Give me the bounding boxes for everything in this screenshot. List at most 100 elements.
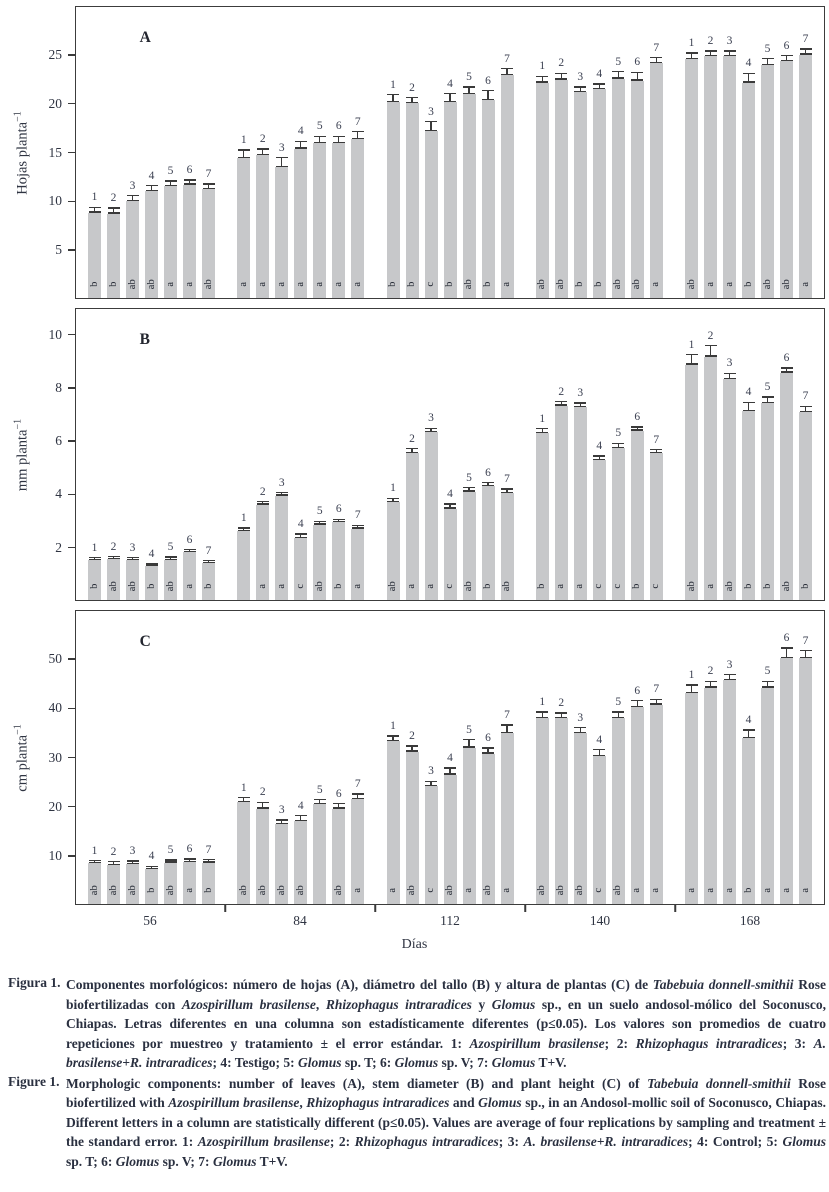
error-bar-cap-bottom [501, 491, 513, 493]
error-bar-cap-top [406, 447, 418, 450]
bar-treatment-2 [554, 405, 568, 600]
error-bar-cap-top [313, 798, 326, 800]
treatment-number: 4 [596, 68, 603, 81]
caption-segment: ; 4: Testigo; 5: [212, 1055, 298, 1070]
bar-slot: 5 ab [611, 7, 625, 298]
caption-species-name: Glomus [478, 1095, 522, 1110]
treatment-number: 5 [316, 505, 323, 518]
bar-treatment-1 [88, 560, 101, 600]
error-bar [243, 798, 245, 803]
error-bar-cap-bottom [612, 446, 625, 448]
significance-letter: ab [631, 278, 642, 289]
error-bar-cap-top [555, 72, 568, 74]
error-bar [468, 87, 470, 95]
treatment-number: 3 [726, 35, 733, 48]
bar-slot: 3 ab [275, 611, 289, 904]
significance-letter: ab [780, 580, 792, 591]
error-bar-cap-bottom [761, 686, 774, 688]
bar-treatment-4 [294, 148, 308, 298]
bar-treatment-3 [573, 733, 587, 904]
bar-treatment-2 [554, 718, 568, 904]
y-axis-A: Hojas planta−1 5 10 15 20 25 [0, 6, 75, 299]
error-bar-cap-top [202, 559, 215, 562]
y-axis-title-exponent: −1 [12, 110, 24, 122]
bar-slot: 5 ab [462, 7, 476, 298]
bar-treatment-2 [256, 504, 270, 600]
error-bar-cap-top [202, 858, 215, 861]
significance-letter: b [202, 887, 214, 893]
caption-segment: sp. T; 6: [66, 1153, 116, 1169]
y-tick-label: 30 [48, 749, 63, 765]
error-bar-cap-bottom [444, 507, 456, 509]
error-bar-cap-top [685, 354, 698, 356]
bar-treatment-7 [649, 704, 663, 904]
error-bar [112, 208, 115, 214]
error-bar [487, 748, 489, 754]
error-bar [709, 51, 712, 57]
bar-slot: 7 ab [202, 7, 215, 298]
treatment-number: 3 [577, 387, 584, 400]
caption-segment: Componentes morfológicos: número de hoja… [66, 977, 653, 992]
significance-letter: a [332, 281, 344, 287]
significance-letter: a [275, 583, 287, 589]
error-bar [93, 207, 96, 213]
caption-species-name: Glomus [212, 1153, 257, 1169]
treatment-number: 7 [504, 473, 510, 486]
significance-letter: c [424, 887, 436, 893]
significance-letter: ab [612, 278, 623, 289]
error-bar-cap-top [256, 500, 269, 503]
bar-treatment-6 [780, 61, 793, 298]
significance-letter: ab [164, 580, 176, 591]
significance-letter: ab [723, 580, 735, 591]
significance-letter: b [481, 583, 493, 589]
error-bar-cap-bottom [406, 750, 418, 752]
error-bar [449, 504, 451, 509]
error-bar-cap-top [183, 179, 196, 181]
significance-letter: ab [761, 278, 773, 289]
error-bar-cap-bottom [351, 137, 364, 139]
bar-treatment-3 [424, 432, 438, 600]
y-axis-B: mm planta−1 2 4 6 8 10 [0, 308, 75, 601]
caption-species-name: Rhizophagus intraradices [306, 1095, 450, 1110]
significance-letter: ab [294, 884, 306, 895]
error-bar-cap-bottom [202, 188, 215, 190]
error-bar-cap-top [313, 135, 326, 137]
caption-species-name: Glomus [491, 1055, 536, 1070]
error-bar-cap-top [444, 503, 456, 505]
error-bar-cap-bottom [351, 527, 364, 529]
bar-treatment-2 [107, 864, 120, 904]
bar-treatment-7 [351, 138, 365, 298]
significance-letter: ab [685, 580, 697, 591]
error-bar-cap-bottom [685, 58, 698, 60]
significance-letter: a [799, 281, 811, 287]
significance-letter: a [405, 583, 417, 589]
bar-treatment-6 [332, 521, 346, 600]
bar-treatment-3 [723, 56, 736, 298]
treatment-number: 4 [148, 547, 155, 560]
treatment-number: 1 [390, 720, 396, 733]
treatment-number: 3 [129, 179, 136, 192]
error-bar-cap-bottom [313, 802, 326, 804]
error-bar-cap-bottom [650, 703, 663, 705]
significance-letter: b [202, 583, 214, 589]
bar-treatment-1 [88, 212, 101, 298]
treatment-number: 4 [447, 752, 453, 765]
error-bar [319, 137, 321, 143]
treatment-number: 5 [167, 844, 174, 857]
error-bar [617, 443, 619, 448]
treatment-number: 2 [558, 57, 565, 70]
error-bar-cap-top [704, 344, 717, 347]
y-tick-label: 10 [48, 193, 63, 209]
error-bar-cap-bottom [704, 355, 717, 357]
treatment-number: 2 [110, 192, 117, 205]
error-bar-cap-bottom [650, 61, 663, 64]
error-bar [169, 181, 172, 187]
bar-treatment-2 [554, 79, 568, 298]
y-axis-title-exponent: −1 [12, 418, 24, 430]
